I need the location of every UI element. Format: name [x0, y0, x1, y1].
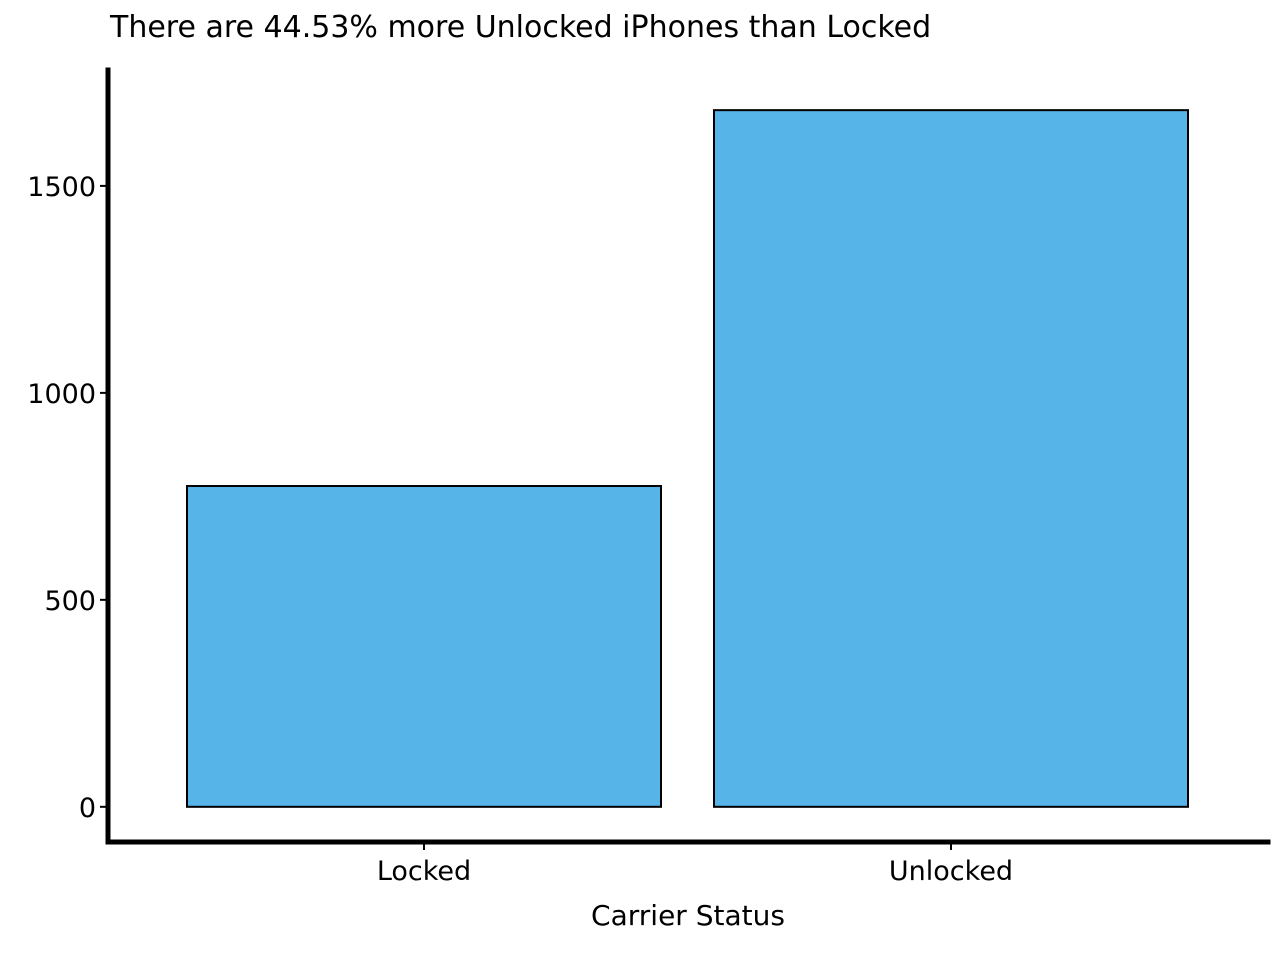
- y-tick-label: 0: [79, 793, 96, 824]
- chart-title: There are 44.53% more Unlocked iPhones t…: [109, 10, 931, 45]
- y-tick-label: 1000: [27, 379, 96, 410]
- bar-unlocked: [713, 109, 1189, 808]
- y-tick-label: 500: [44, 586, 96, 617]
- bars-layer: [186, 109, 1189, 808]
- y-ticks: 0 500 1000 1500: [27, 172, 108, 824]
- x-tick-label: Unlocked: [889, 856, 1013, 887]
- x-axis-title: Carrier Status: [591, 899, 785, 932]
- axes-layer: [105, 67, 1271, 845]
- y-tick-label: 1500: [27, 172, 96, 203]
- x-tick-label: Locked: [377, 856, 471, 887]
- x-ticks: Locked Unlocked: [377, 842, 1013, 887]
- bar-locked: [186, 485, 662, 808]
